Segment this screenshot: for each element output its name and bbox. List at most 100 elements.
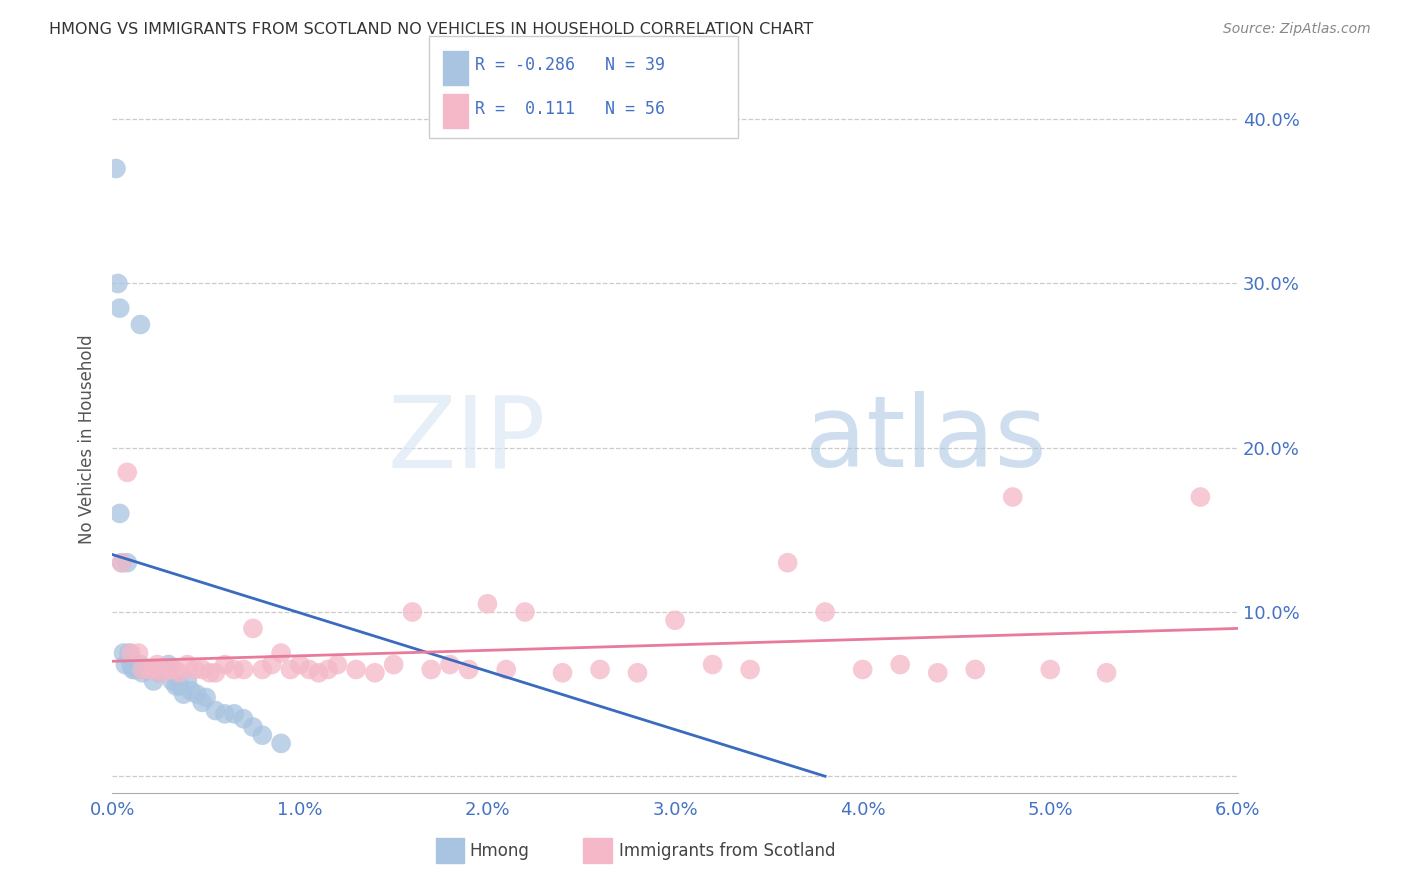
Point <box>1189 490 1212 504</box>
Text: atlas: atlas <box>804 391 1046 488</box>
Text: Immigrants from Scotland: Immigrants from Scotland <box>619 842 835 860</box>
Point <box>198 665 221 680</box>
Point <box>457 663 479 677</box>
Point <box>420 663 443 677</box>
Point <box>120 646 142 660</box>
Point <box>252 728 274 742</box>
Point <box>382 657 405 672</box>
Point <box>135 663 157 677</box>
Point <box>401 605 423 619</box>
Point <box>589 663 612 677</box>
Point <box>129 657 152 672</box>
Point <box>111 556 134 570</box>
Text: HMONG VS IMMIGRANTS FROM SCOTLAND NO VEHICLES IN HOUSEHOLD CORRELATION CHART: HMONG VS IMMIGRANTS FROM SCOTLAND NO VEH… <box>49 22 814 37</box>
Point <box>224 663 246 677</box>
Point <box>191 663 214 677</box>
Point <box>142 663 165 677</box>
Point <box>129 318 152 332</box>
Text: ZIP: ZIP <box>387 391 546 488</box>
Point <box>260 657 283 672</box>
Point <box>204 704 226 718</box>
Point <box>1095 665 1118 680</box>
Point <box>131 663 153 677</box>
Text: R =  0.111   N = 56: R = 0.111 N = 56 <box>475 100 665 118</box>
Point <box>439 657 461 672</box>
Point <box>112 646 135 660</box>
Point <box>288 657 311 672</box>
Point <box>180 683 202 698</box>
Point <box>131 665 153 680</box>
Point <box>120 657 142 672</box>
Point <box>852 663 875 677</box>
Point <box>252 663 274 677</box>
Point <box>927 665 949 680</box>
Point <box>128 646 150 660</box>
Point <box>298 663 321 677</box>
Point <box>889 657 911 672</box>
Point <box>232 712 254 726</box>
Point <box>153 663 176 677</box>
Point <box>150 665 173 680</box>
Point <box>495 663 517 677</box>
Point <box>191 695 214 709</box>
Point <box>242 720 264 734</box>
Point <box>108 507 131 521</box>
Point <box>176 673 198 688</box>
Point <box>163 663 186 677</box>
Point <box>626 665 648 680</box>
Point <box>477 597 499 611</box>
Point <box>157 657 180 672</box>
Point <box>326 657 349 672</box>
Point <box>169 679 191 693</box>
Point <box>114 657 136 672</box>
Point <box>551 665 574 680</box>
Text: Hmong: Hmong <box>470 842 530 860</box>
Point <box>148 663 170 677</box>
Point <box>316 663 339 677</box>
Point <box>104 161 127 176</box>
Text: Source: ZipAtlas.com: Source: ZipAtlas.com <box>1223 22 1371 37</box>
Point <box>142 673 165 688</box>
Point <box>280 663 302 677</box>
Point <box>513 605 536 619</box>
Point <box>664 613 686 627</box>
Point <box>173 687 195 701</box>
Point <box>162 673 184 688</box>
Point <box>1001 490 1024 504</box>
Point <box>270 646 292 660</box>
Point <box>165 679 187 693</box>
Point <box>124 663 146 677</box>
Point <box>122 663 145 677</box>
Point <box>232 663 254 677</box>
Point <box>214 706 236 721</box>
Point <box>186 687 208 701</box>
Point <box>169 665 191 680</box>
Point <box>738 663 761 677</box>
Point <box>364 665 387 680</box>
Point <box>117 556 139 570</box>
Point <box>139 663 162 677</box>
Point <box>776 556 799 570</box>
Point <box>128 663 150 677</box>
Point <box>157 663 180 677</box>
Point <box>107 277 129 291</box>
Point <box>308 665 330 680</box>
Point <box>146 657 169 672</box>
Point <box>118 646 141 660</box>
Point <box>270 736 292 750</box>
Point <box>139 663 162 677</box>
Point <box>702 657 724 672</box>
Point <box>108 301 131 315</box>
Y-axis label: No Vehicles in Household: No Vehicles in Household <box>79 334 96 544</box>
Point <box>214 657 236 672</box>
Point <box>111 556 134 570</box>
Point <box>195 690 218 705</box>
Point <box>344 663 367 677</box>
Point <box>117 466 139 480</box>
Point <box>1039 663 1062 677</box>
Text: R = -0.286   N = 39: R = -0.286 N = 39 <box>475 56 665 74</box>
Point <box>814 605 837 619</box>
Point <box>184 663 207 677</box>
Point <box>148 665 170 680</box>
Point <box>204 665 226 680</box>
